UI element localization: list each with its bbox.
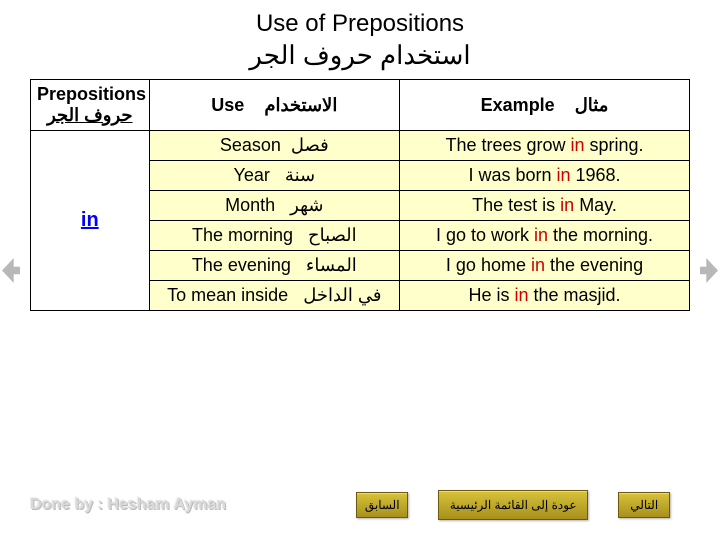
use-ar: الصباح xyxy=(308,225,357,246)
header-use: Use الاستخدام xyxy=(149,80,399,131)
use-cell: The morning الصباح xyxy=(149,221,399,251)
ex-hl: in xyxy=(514,285,528,305)
example-cell: I go to work in the morning. xyxy=(400,221,690,251)
header-example: Example مثال xyxy=(400,80,690,131)
page-title-en: Use of Prepositions xyxy=(30,10,690,38)
use-ar: سنة xyxy=(285,165,315,186)
ex-hl: in xyxy=(531,255,545,275)
use-en: To mean inside xyxy=(167,285,288,305)
header-ex-ar: مثال xyxy=(575,95,609,116)
use-en: Month xyxy=(225,195,275,215)
example-cell: He is in the masjid. xyxy=(400,281,690,311)
use-cell: The evening المساء xyxy=(149,251,399,281)
use-cell: To mean inside في الداخل xyxy=(149,281,399,311)
example-cell: The test is in May. xyxy=(400,191,690,221)
ex-pre: He is xyxy=(468,285,514,305)
ex-hl: in xyxy=(560,195,574,215)
next-button[interactable]: التالي xyxy=(618,492,670,518)
ex-pre: I was born xyxy=(468,165,556,185)
footer: Done by : Hesham Ayman السابق عودة إلى ا… xyxy=(30,490,670,520)
header-prep-ar: حروف الجر xyxy=(47,105,132,126)
use-en: The morning xyxy=(192,225,293,245)
example-cell: The trees grow in spring. xyxy=(400,131,690,161)
slide-content: Use of Prepositions استخدام حروف الجر Pr… xyxy=(0,0,720,311)
ex-pre: The test is xyxy=(472,195,560,215)
ex-hl: in xyxy=(571,135,585,155)
ex-post: the morning. xyxy=(548,225,653,245)
table-row: in Season فصل The trees grow in spring. xyxy=(31,131,690,161)
use-en: Year xyxy=(234,165,270,185)
use-cell: Year سنة xyxy=(149,161,399,191)
credit-text: Done by : Hesham Ayman xyxy=(30,496,226,514)
use-ar: المساء xyxy=(306,255,357,276)
preposition-value: in xyxy=(81,209,99,231)
ex-pre: The trees grow xyxy=(445,135,570,155)
ex-pre: I go home xyxy=(446,255,531,275)
ex-post: spring. xyxy=(585,135,644,155)
header-prep-en: Prepositions xyxy=(37,84,146,104)
ex-post: the masjid. xyxy=(529,285,621,305)
preposition-cell: in xyxy=(31,131,150,311)
header-use-ar: الاستخدام xyxy=(264,95,337,116)
prepositions-table: Prepositions حروف الجر Use الاستخدام Exa… xyxy=(30,79,690,311)
button-row: السابق عودة إلى القائمة الرئيسية التالي xyxy=(356,490,670,520)
header-prepositions: Prepositions حروف الجر xyxy=(31,80,150,131)
use-ar: في الداخل xyxy=(303,285,381,306)
table-header-row: Prepositions حروف الجر Use الاستخدام Exa… xyxy=(31,80,690,131)
use-ar: فصل xyxy=(291,135,329,156)
main-menu-button[interactable]: عودة إلى القائمة الرئيسية xyxy=(438,490,588,520)
use-cell: Season فصل xyxy=(149,131,399,161)
use-en: Season xyxy=(220,135,281,155)
use-ar: شهر xyxy=(290,195,323,216)
header-ex-en: Example xyxy=(481,95,555,115)
example-cell: I go home in the evening xyxy=(400,251,690,281)
example-cell: I was born in 1968. xyxy=(400,161,690,191)
ex-hl: in xyxy=(557,165,571,185)
ex-pre: I go to work xyxy=(436,225,534,245)
ex-post: the evening xyxy=(545,255,643,275)
use-cell: Month شهر xyxy=(149,191,399,221)
ex-post: 1968. xyxy=(571,165,621,185)
page-title-ar: استخدام حروف الجر xyxy=(30,40,690,71)
ex-hl: in xyxy=(534,225,548,245)
header-use-en: Use xyxy=(211,95,244,115)
use-en: The evening xyxy=(192,255,291,275)
prev-button[interactable]: السابق xyxy=(356,492,408,518)
ex-post: May. xyxy=(574,195,617,215)
